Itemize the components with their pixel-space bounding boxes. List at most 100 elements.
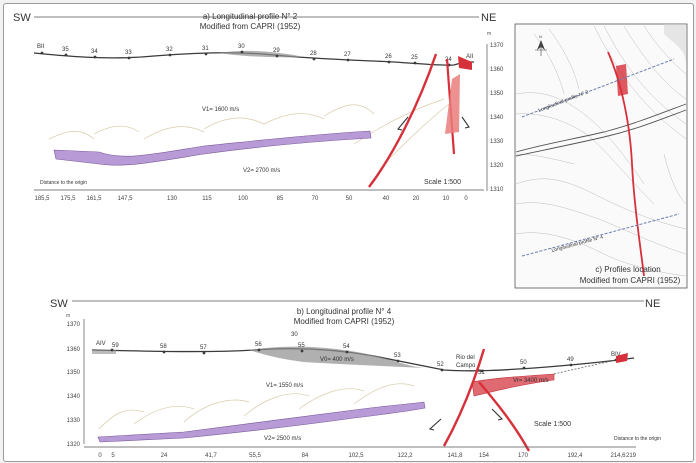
panel-a-dist-tick: 147,5 bbox=[117, 196, 133, 202]
panel-c-north-label: N bbox=[539, 34, 542, 39]
panel-b-station-label: 55 bbox=[298, 343, 305, 349]
panel-b-dist-tick: 84 bbox=[302, 453, 309, 459]
panel-c-caption: c) Profiles location bbox=[595, 265, 660, 274]
panel-b-dist-tick: 0 bbox=[98, 453, 102, 459]
panel-a-station-labels: BII AII 35 34 33 32 31 30 29 28 27 26 25… bbox=[37, 44, 474, 63]
panel-b-station-label: 52 bbox=[437, 362, 444, 368]
panel-a-weathered-layer bbox=[219, 50, 304, 58]
panel-b-label-30: 30 bbox=[291, 332, 298, 338]
panel-a-elev-tick: 1360 bbox=[490, 67, 504, 73]
panel-a-scale: Scale 1:500 bbox=[424, 179, 461, 186]
panel-a-dist-tick: 0 bbox=[464, 196, 468, 202]
panel-a-unit: m bbox=[487, 31, 491, 37]
panel-a-station-label: 26 bbox=[385, 54, 392, 60]
panel-b-station-labels: AIV BIV 59 58 57 56 55 54 53 52 51 50 49… bbox=[96, 332, 621, 376]
panel-a-dist-tick: 85 bbox=[277, 196, 284, 202]
panel-a-refractor-v2 bbox=[53, 130, 372, 166]
figure-canvas: SW NE a) Longitudinal profile N° 2 Modif… bbox=[13, 12, 688, 459]
panel-a-dist-tick: 20 bbox=[413, 196, 420, 202]
panel-b-elev-tick: 1320 bbox=[67, 442, 81, 448]
panel-b-elev-tick: 1340 bbox=[67, 394, 81, 400]
panel-a-dist-tick: 175,5 bbox=[60, 196, 76, 202]
panel-a-dist-tick: 185,5 bbox=[34, 196, 50, 202]
panel-a-dist-tick: 50 bbox=[346, 196, 353, 202]
panel-a-velocity-v1: V1= 1600 m/s bbox=[202, 107, 239, 113]
panel-b-ground-surface bbox=[91, 348, 635, 372]
panel-b-river-label: Rio del bbox=[456, 355, 475, 361]
panel-b-elev-tick: 1330 bbox=[67, 418, 81, 424]
panel-b-dist-tick: 219 bbox=[626, 453, 637, 459]
panel-a-station-markers bbox=[40, 50, 451, 67]
panel-a-title: a) Longitudinal profile N° 2 bbox=[203, 12, 298, 21]
panel-b-station-markers bbox=[110, 348, 618, 373]
panel-b-scale: Scale 1:500 bbox=[534, 421, 571, 428]
panel-b-surface-block bbox=[616, 353, 628, 363]
panel-c: Longitudinal profile N° 2 Longitudinal p… bbox=[514, 23, 688, 289]
panel-c-contour-lines bbox=[515, 25, 687, 277]
panel-b-dist-tick: 24 bbox=[161, 453, 168, 459]
panel-b-station-label: 57 bbox=[200, 345, 207, 351]
panel-b-unit: m bbox=[66, 313, 70, 319]
panel-a-sw-label: SW bbox=[13, 12, 31, 24]
panel-a-arrow-down-icon bbox=[397, 116, 409, 131]
panel-b-elev-tick: 1370 bbox=[67, 322, 81, 328]
panel-b-dist-tick: 170 bbox=[518, 453, 529, 459]
panel-c-profile-2-line bbox=[521, 58, 675, 118]
panel-a-surface-block bbox=[458, 56, 472, 70]
panel-b-station-label: 49 bbox=[567, 357, 574, 363]
panel-a-station-label: 32 bbox=[166, 47, 173, 53]
panel-b-refractor-vr bbox=[471, 373, 555, 397]
panel-a-station-label: 34 bbox=[91, 49, 98, 55]
panel-b-station-label: 56 bbox=[255, 342, 262, 348]
panel-a-velocity-v2: V2= 2700 m/s bbox=[243, 168, 280, 174]
panel-a-fault-zone bbox=[445, 74, 460, 134]
panel-a-distance-label: Distance to the origin bbox=[40, 180, 87, 186]
panel-a-distance-ticks: 185,5 175,5 161,5 147,5 130 115 100 85 7… bbox=[34, 196, 468, 202]
panel-b-distance-ticks: 0 5 24 41,7 55,5 84 102,5 122,2 141,8 15… bbox=[98, 453, 636, 459]
panel-a-station-label: 24 bbox=[445, 57, 452, 63]
panel-a-elev-tick: 1330 bbox=[490, 139, 504, 145]
panel-a-arrow-up-icon bbox=[461, 116, 470, 129]
panel-a-station-label: 29 bbox=[273, 48, 280, 54]
panel-a-dist-tick: 10 bbox=[443, 196, 450, 202]
panel-a-ray-paths bbox=[48, 98, 450, 165]
panel-b-sw-label: SW bbox=[50, 298, 68, 310]
panel-a-fault-west bbox=[368, 53, 438, 188]
panel-a-dist-tick: 161,5 bbox=[86, 196, 102, 202]
panel-b-dist-tick: 192,4 bbox=[567, 453, 583, 459]
panel-a-station-label: 31 bbox=[202, 46, 209, 52]
panel-b-end-label-left: AIV bbox=[96, 341, 106, 347]
panel-a-end-label-right: AII bbox=[466, 54, 474, 60]
panel-b-weathered-layer-v0 bbox=[249, 346, 424, 368]
panel-b-arrow-up-icon bbox=[491, 408, 504, 421]
panel-a-dist-tick: 115 bbox=[202, 196, 212, 202]
panel-a-subtitle: Modified from CAPRI (1952) bbox=[200, 22, 301, 31]
panel-a-elev-tick: 1320 bbox=[490, 163, 504, 169]
panel-b-station-label: 51 bbox=[478, 370, 485, 376]
panel-b-velocity-v0: V0= 400 m/s bbox=[320, 357, 354, 363]
panel-b-dist-tick: 102,5 bbox=[348, 453, 364, 459]
panel-b-station-label: 59 bbox=[112, 343, 119, 349]
panel-b-dist-tick: 154 bbox=[479, 453, 490, 459]
panel-a-dist-tick: 130 bbox=[167, 196, 178, 202]
panel-b-station-label: 54 bbox=[343, 344, 350, 350]
panel-b-dist-tick: 55,5 bbox=[249, 453, 261, 459]
panel-b-title: b) Longitudinal profile N° 4 bbox=[297, 307, 392, 316]
panel-a-elev-tick: 1340 bbox=[490, 115, 504, 121]
figure-frame: SW NE a) Longitudinal profile N° 2 Modif… bbox=[3, 3, 694, 462]
panel-b-station-label: 50 bbox=[520, 360, 527, 366]
panel-c-shaded-area bbox=[664, 24, 686, 64]
panel-b-dist-tick: 141,8 bbox=[447, 453, 463, 459]
panel-b-velocity-v1: V1= 1550 m/s bbox=[266, 383, 303, 389]
panel-b-station-label: 53 bbox=[394, 353, 401, 359]
panel-b-elev-tick: 1360 bbox=[67, 347, 81, 353]
panel-c-fault-block bbox=[616, 64, 628, 96]
panel-b-dist-tick: 122,2 bbox=[397, 453, 413, 459]
panel-b-velocity-v2: V2= 2500 m/s bbox=[264, 436, 301, 442]
panel-a: SW NE a) Longitudinal profile N° 2 Modif… bbox=[13, 12, 504, 202]
panel-c-river bbox=[515, 103, 687, 157]
panel-b-elevation-ticks: 1370 1360 1350 1340 1330 1320 bbox=[67, 322, 81, 448]
panel-b-dist-tick: 41,7 bbox=[205, 453, 217, 459]
panel-a-station-label: 27 bbox=[344, 52, 351, 58]
panel-b-refractor-v2 bbox=[97, 401, 426, 443]
